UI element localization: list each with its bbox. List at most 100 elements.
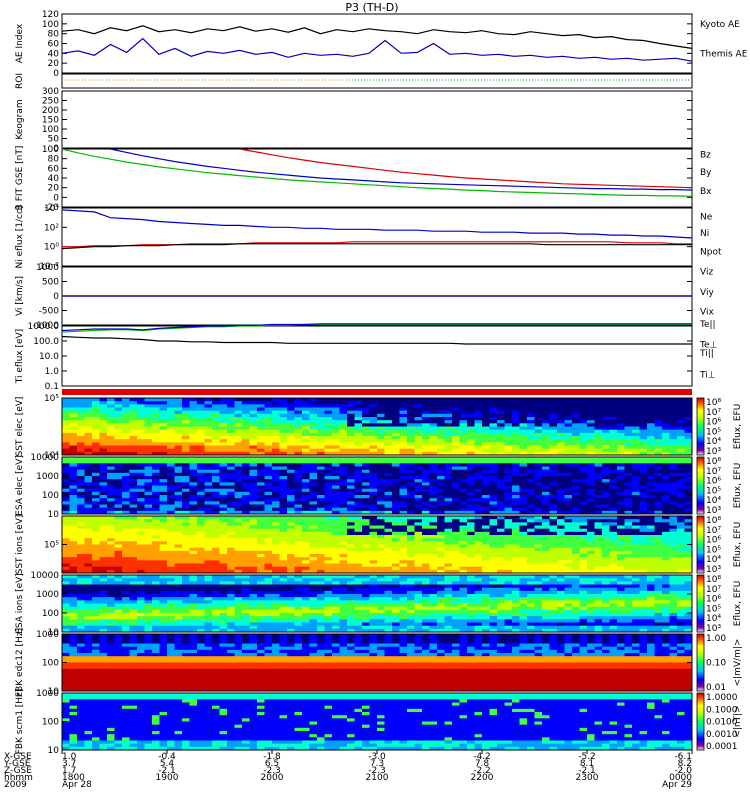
sst_i-cell [354, 538, 363, 542]
sst_e-cell [602, 420, 610, 424]
sst_i-cell [617, 528, 625, 533]
sst_e-cell [249, 442, 258, 446]
esa_e-cell [332, 495, 340, 499]
sst_e-cell [362, 404, 370, 408]
sst_e-cell [159, 448, 168, 453]
esa_e-cell [572, 504, 580, 509]
esa_e-frame [61, 456, 693, 515]
sst_e-cell [414, 401, 423, 405]
esa_e-cell [189, 476, 198, 480]
sst_e-cell [497, 423, 505, 427]
sst_e-cell [624, 410, 633, 415]
sst_e-cell [594, 445, 603, 450]
esa_e-cell [504, 472, 513, 477]
sst_e-cell [452, 426, 460, 431]
esa_e-cell [294, 466, 303, 471]
esa_e-cell [662, 504, 670, 509]
sst_e-cell [519, 413, 528, 418]
esa_e-cell [467, 501, 475, 505]
sst_i-cell [624, 522, 633, 526]
esa_e-cell [249, 495, 258, 499]
sst_e-cell [392, 423, 400, 427]
sst_e-cell [579, 448, 588, 453]
sst_e-cell [684, 420, 693, 424]
sst_i-cell [174, 560, 183, 564]
esa_e-cell [227, 495, 235, 499]
sst_e-cell [557, 448, 565, 453]
esa_e-cell [587, 469, 595, 474]
sst_i-cell [437, 525, 445, 530]
sst_i-cell [527, 554, 535, 558]
velocity-legend-1: Viy [700, 288, 714, 298]
sst_e-cell [422, 423, 430, 427]
sst_i-cell [339, 563, 348, 568]
sst_e-cell [317, 398, 325, 402]
esa_e-cell [594, 491, 603, 496]
esa_e-cell [242, 482, 250, 486]
sst_e-cell [407, 448, 415, 453]
sst_i-cell [362, 569, 370, 574]
esa_e-cell [519, 501, 528, 505]
sst_i-cell [137, 563, 145, 568]
sst_i-cell [542, 563, 550, 568]
sst_e-cell [422, 407, 430, 412]
sst_i-cell [167, 550, 175, 555]
sst_i-cell [422, 528, 430, 533]
esa_e-cell [519, 476, 528, 480]
esa_e-cell [519, 463, 528, 467]
sst_e-cell [354, 429, 363, 434]
sst_i-cell [437, 554, 445, 558]
esa_e-cell [249, 469, 258, 474]
sst_i-cell [587, 566, 595, 571]
sst_i-cell [377, 569, 385, 574]
sst_e-cell [197, 423, 205, 427]
sst_i-cell [579, 519, 588, 523]
sst_i-cell [654, 554, 663, 558]
sst_e-cell [302, 413, 310, 418]
sst_i-cell [137, 566, 145, 571]
esa_e-cell [414, 476, 423, 480]
sst_e-cell [137, 426, 145, 431]
sst_e-cell [399, 404, 408, 408]
sst_e-cell [422, 426, 430, 431]
sst_i-colorbar [696, 515, 705, 574]
sst_i-cell [474, 516, 483, 520]
esa_e-cell [594, 498, 603, 502]
esa_e-cell [647, 507, 655, 512]
esa_e-cell [69, 472, 78, 477]
sst_i-cell [324, 535, 333, 539]
sst_e-cell [174, 426, 183, 431]
sst_e-cell [122, 448, 130, 453]
esa_e-cell [354, 510, 363, 515]
sst_e-cell [489, 398, 498, 402]
sst_i-cell [632, 525, 640, 530]
esa_e-cell [534, 466, 543, 471]
sst_i-cell [99, 560, 108, 564]
esa_e-cell [549, 463, 558, 467]
sst_i-cell [152, 560, 160, 564]
sst_e-cell [354, 407, 363, 412]
sst_e-cell [587, 407, 595, 412]
sst_i-cell [212, 528, 220, 533]
sst_e-cell [197, 445, 205, 450]
sst_e-cell [497, 413, 505, 418]
esa_e-cell [429, 485, 438, 490]
sst_e-cell [639, 439, 648, 443]
sst_i-cell [84, 541, 93, 545]
esa_i-cell [62, 587, 70, 592]
sst_i-cell [444, 557, 453, 561]
sst_e-cell [369, 417, 378, 421]
sst_e-cell [632, 413, 640, 418]
sst_e-cell [332, 432, 340, 437]
sst_i-cell [482, 547, 490, 552]
sst_e-cell [99, 439, 108, 443]
sst_e-cell [632, 439, 640, 443]
sst_i-cell [242, 569, 250, 574]
sst_i-cell [392, 547, 400, 552]
esa_e-cell [62, 472, 70, 477]
esa_e-cell [639, 507, 648, 512]
esa_e-cell [639, 488, 648, 493]
sst_e-cell [467, 451, 475, 456]
sst_e-cell [189, 423, 198, 427]
sst_e-cell [429, 439, 438, 443]
